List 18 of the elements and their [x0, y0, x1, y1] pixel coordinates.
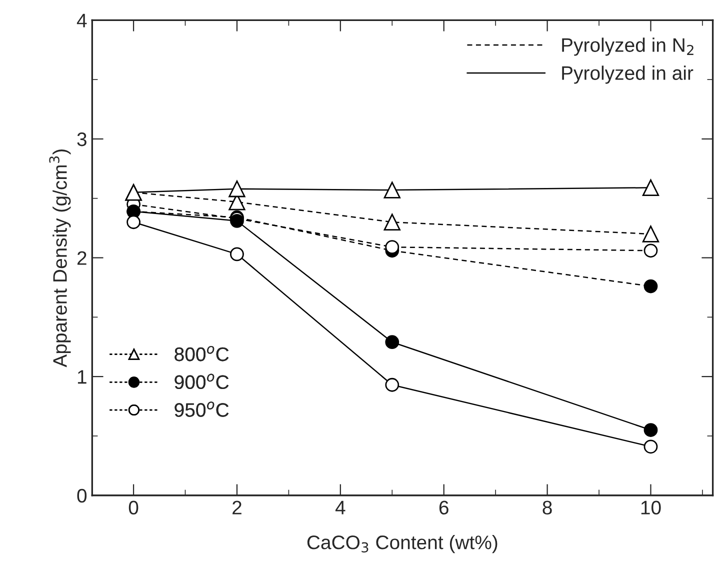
- y-tick-label: 3: [77, 132, 86, 146]
- annotation: Pyrolyzed in air: [562, 66, 694, 84]
- legend-label: 900$^{o}$C: [174, 374, 229, 390]
- x-tick-label: 10: [641, 500, 661, 515]
- x-tick-label: 6: [439, 500, 448, 515]
- y-tick-label: 0: [77, 488, 87, 503]
- y-tick-label: 4: [76, 14, 87, 28]
- x-tick-label: 8: [542, 500, 552, 515]
- x-tick-label: 2: [232, 500, 242, 514]
- x-axis-title: CaCO$_{3}$ Content (wt%): [307, 535, 498, 554]
- y-tick-label: 2: [77, 251, 86, 265]
- legend-label: 800$^{o}$C: [174, 346, 229, 362]
- y-axis-title: Apparent Density (g/cm$^{3}$): [49, 150, 71, 368]
- y-tick-label: 1: [78, 370, 86, 384]
- annotation: Pyrolyzed in N$_{2}$: [562, 38, 694, 56]
- x-tick-label: 4: [335, 500, 346, 514]
- legend-label: 950$^{o}$C: [174, 402, 229, 417]
- x-tick-label: 0: [128, 500, 138, 515]
